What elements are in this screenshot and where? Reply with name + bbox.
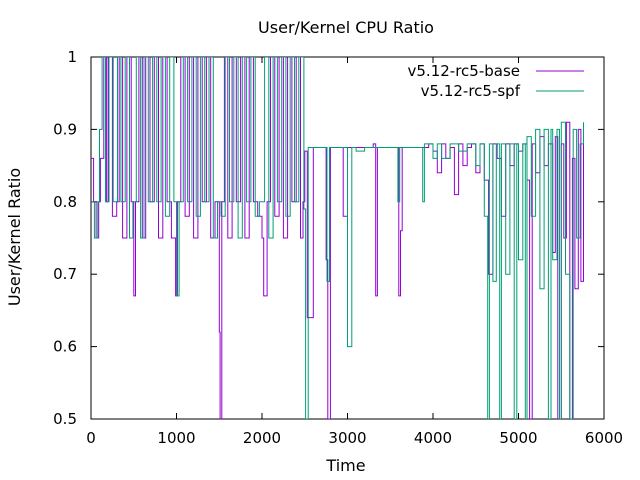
y-tick-label: 0.8: [53, 193, 77, 211]
series-line-0: [91, 57, 584, 419]
series-line-1: [91, 57, 584, 419]
y-axis-label: User/Kernel Ratio: [5, 168, 24, 306]
y-tick-label: 0.5: [53, 410, 77, 428]
x-axis-label: Time: [325, 456, 365, 475]
y-axis: 0.5 0.6 0.7 0.8 0.9 1: [53, 48, 604, 428]
x-tick-label: 3000: [328, 429, 366, 447]
y-tick-label: 0.7: [53, 265, 77, 283]
x-tick-label: 1000: [157, 429, 195, 447]
x-tick-label: 0: [86, 429, 96, 447]
x-axis: 0 1000 2000 3000 4000 5000 6000: [86, 57, 623, 447]
chart-title: User/Kernel CPU Ratio: [258, 18, 434, 37]
legend-label: v5.12-rc5-spf: [421, 82, 521, 100]
x-tick-label: 5000: [499, 429, 537, 447]
y-tick-label: 1: [67, 48, 77, 66]
x-tick-label: 2000: [243, 429, 281, 447]
y-tick-label: 0.6: [53, 338, 77, 356]
y-tick-label: 0.9: [53, 120, 77, 138]
x-tick-label: 4000: [414, 429, 452, 447]
series-layer: [91, 57, 584, 419]
x-tick-label: 6000: [585, 429, 623, 447]
legend: v5.12-rc5-base v5.12-rc5-spf: [408, 62, 584, 100]
legend-label: v5.12-rc5-base: [408, 62, 521, 80]
